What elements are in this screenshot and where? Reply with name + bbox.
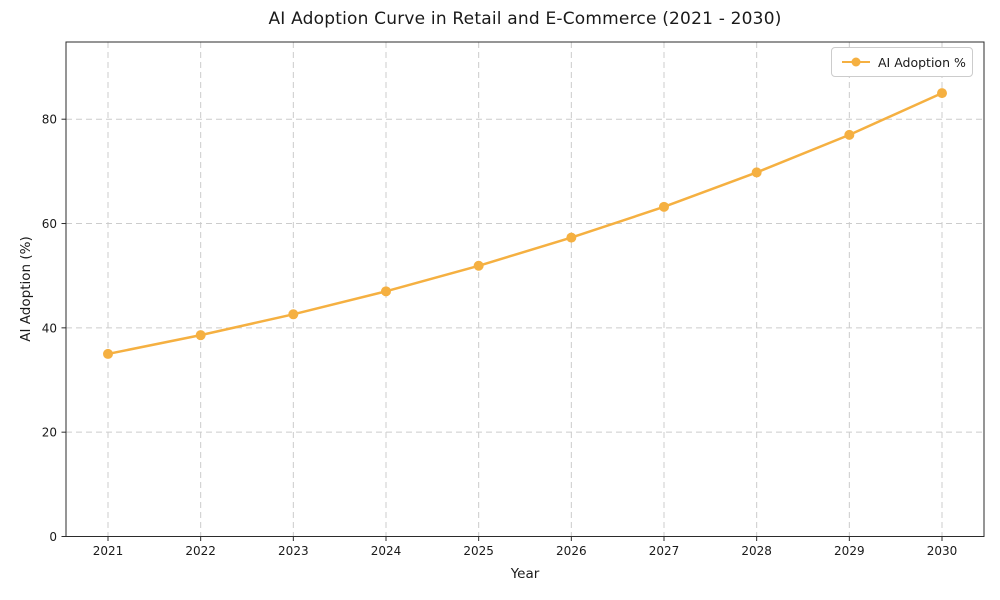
axes bbox=[61, 41, 985, 541]
y-tick-label: 20 bbox=[42, 426, 57, 440]
x-tick-label: 2023 bbox=[278, 544, 309, 558]
y-tick-label: 60 bbox=[42, 217, 57, 231]
legend-line-marker-icon bbox=[842, 57, 870, 67]
y-tick-label: 80 bbox=[42, 113, 57, 127]
x-tick-label: 2030 bbox=[927, 544, 958, 558]
x-tick-label: 2028 bbox=[741, 544, 772, 558]
x-tick-label: 2024 bbox=[371, 544, 402, 558]
x-tick-label: 2027 bbox=[649, 544, 680, 558]
line-series bbox=[103, 88, 947, 359]
y-tick-label: 40 bbox=[42, 321, 57, 335]
legend-marker-dot-icon bbox=[851, 57, 861, 67]
x-axis-label: Year bbox=[510, 566, 540, 582]
x-tick-label: 2022 bbox=[185, 544, 216, 558]
y-axis-label: AI Adoption (%) bbox=[18, 236, 34, 342]
x-tick-label: 2025 bbox=[463, 544, 494, 558]
y-tick-label: 0 bbox=[49, 530, 57, 544]
x-tick-label: 2026 bbox=[556, 544, 587, 558]
chart-title: AI Adoption Curve in Retail and E-Commer… bbox=[268, 9, 782, 29]
legend-label: AI Adoption % bbox=[878, 54, 966, 70]
x-tick-label: 2029 bbox=[834, 544, 865, 558]
gridlines bbox=[66, 42, 984, 537]
legend: AI Adoption % bbox=[831, 47, 973, 77]
x-tick-label: 2021 bbox=[93, 544, 124, 558]
tick-labels: 2021 2022 2023 2024 2025 2026 2027 2028 2029 2030… bbox=[42, 113, 958, 558]
